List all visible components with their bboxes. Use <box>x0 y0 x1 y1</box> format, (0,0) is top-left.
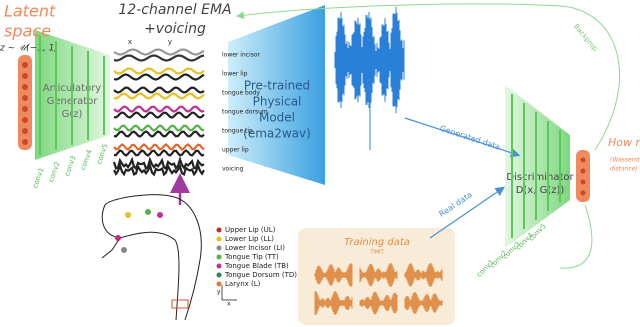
sensor-dot <box>157 212 163 218</box>
latent-unit <box>22 84 28 90</box>
larynx-marker <box>171 299 189 309</box>
legend-label: Upper Lip (UL) <box>225 226 276 234</box>
output-unit <box>576 150 590 202</box>
sensor-dot <box>115 235 121 241</box>
latent-unit <box>22 139 28 145</box>
legend-label: Larynx (L) <box>225 280 261 288</box>
backprop-label: Backprop <box>572 22 600 53</box>
latent-unit <box>22 117 28 123</box>
generator-layer-label: conv3 <box>63 155 78 178</box>
discriminator-label: D(x, G(z)) <box>516 185 565 196</box>
physical-model-shape <box>228 5 325 185</box>
legend-dot <box>216 227 222 233</box>
real-data-label: Real data <box>437 190 473 219</box>
sensor-dot <box>121 247 127 253</box>
legend-label: Tongue Dorsum (TD) <box>224 271 297 279</box>
head-outline <box>101 194 202 321</box>
legend-dot <box>216 272 222 278</box>
ema-channel-label: tongue tip <box>222 128 253 135</box>
legend-label: Tongue Tip (TT) <box>224 253 279 261</box>
sensor-dot <box>125 212 131 218</box>
ema-trace <box>112 156 205 171</box>
generator-layer-label: conv1 <box>31 167 46 190</box>
head-axis-label: x <box>227 301 231 308</box>
ema-channel-label: voicing <box>222 166 244 173</box>
physical-model-label: Model <box>259 111 295 125</box>
ema-channel-label: tongue body <box>222 90 260 97</box>
ema-trace <box>113 54 205 62</box>
ema-trace <box>113 73 205 81</box>
ema-trace <box>113 143 205 151</box>
legend-label: Lower Incisor (LI) <box>225 244 285 252</box>
latent-title: Latent <box>4 2 56 21</box>
latent-title: space <box>4 22 51 41</box>
ema-channel-label: lower incisor <box>222 52 261 59</box>
legend-label: Lower Lip (LL) <box>225 235 274 243</box>
latent-unit <box>22 62 28 68</box>
ema-trace <box>114 149 205 157</box>
ema-trace <box>113 86 205 94</box>
output-unit-dot <box>580 190 586 196</box>
discriminator-shape <box>505 85 570 248</box>
latent-unit <box>22 128 28 134</box>
legend-dot <box>216 254 222 260</box>
latent-distribution: z ∼ 𝒰(−1, 1) <box>0 44 58 54</box>
discriminator-label: Discriminator <box>506 172 574 183</box>
output-unit-dot <box>580 168 586 174</box>
physical-model-label: (ema2wav) <box>243 127 311 141</box>
latent-unit <box>22 95 28 101</box>
generator-layer-label: conv5 <box>95 143 110 166</box>
latent-unit <box>22 73 28 79</box>
training-title: Training data <box>344 237 410 248</box>
real-arrow <box>429 186 505 239</box>
ema-title: +voicing <box>144 21 206 37</box>
legend-dot <box>216 263 222 269</box>
ema-channel-label: tongue dorsum <box>222 109 268 116</box>
training-source: TIMIT <box>369 250 384 256</box>
ema-axis: x <box>128 38 132 46</box>
ema-trace <box>113 111 205 119</box>
output-feedback <box>559 204 593 269</box>
ema-trace <box>113 105 205 113</box>
ema-title: 12-channel EMA <box>118 2 231 18</box>
ema-channel-label: lower lip <box>222 71 248 78</box>
generator-layer-label: conv4 <box>79 148 94 171</box>
generated-arrow <box>404 117 521 158</box>
ema-trace <box>113 48 205 56</box>
output-note: (Wasserstein <box>610 157 640 164</box>
latent-unit <box>22 106 28 112</box>
output-note: distance) <box>610 166 638 173</box>
legend-dot <box>216 236 222 242</box>
legend-dot <box>216 245 222 251</box>
latent-vector <box>18 55 32 150</box>
ema-trace <box>113 67 205 75</box>
ema-trace <box>113 124 205 132</box>
generator-layer-label: conv2 <box>47 161 62 184</box>
backprop-arrow <box>236 3 620 151</box>
ema-axis: y <box>168 38 172 46</box>
ema-trace <box>113 92 205 100</box>
ema-channel-label: upper lip <box>222 147 249 154</box>
generated-data-label: Generated data <box>439 124 502 152</box>
output-title: How real? <box>608 136 640 149</box>
output-unit-dot <box>580 157 586 163</box>
ema-trace <box>113 162 205 177</box>
ema-trace <box>113 130 205 138</box>
sensor-dot <box>145 209 151 215</box>
legend-dot <box>216 281 222 287</box>
legend-label: Tongue Blade (TB) <box>224 262 289 270</box>
head-axis-label: y <box>217 289 221 296</box>
output-unit-dot <box>580 179 586 185</box>
physical-model-label: Physical <box>253 95 302 109</box>
physical-model-label: Pre-trained <box>244 79 310 93</box>
